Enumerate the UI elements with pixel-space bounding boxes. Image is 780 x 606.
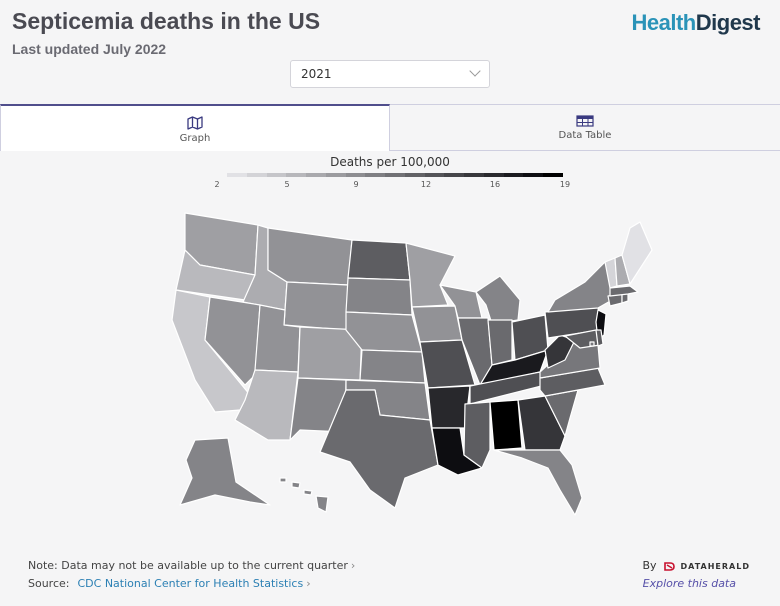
explore-data-link[interactable]: Explore this data bbox=[642, 577, 736, 590]
legend-title: Deaths per 100,000 bbox=[330, 155, 450, 169]
brand-part2: Digest bbox=[695, 10, 761, 35]
attribution: By DATAHERALD bbox=[642, 559, 750, 572]
state-MS[interactable] bbox=[463, 401, 491, 469]
state-DC[interactable] bbox=[589, 341, 595, 347]
legend-tick: 5 bbox=[284, 180, 290, 189]
legend-swatch bbox=[385, 173, 405, 177]
tab-graph[interactable]: Graph bbox=[0, 104, 390, 151]
chevron-down-icon bbox=[469, 65, 481, 77]
legend-swatch bbox=[246, 173, 267, 177]
brand-part1: Health bbox=[631, 10, 697, 35]
legend-swatch bbox=[503, 173, 524, 177]
health-digest-logo[interactable]: HealthDigest bbox=[632, 10, 761, 36]
legend-swatch bbox=[365, 173, 386, 177]
state-FL[interactable] bbox=[493, 449, 583, 516]
chevron-right-icon: › bbox=[350, 559, 356, 572]
tab-data-table[interactable]: Data Table bbox=[390, 104, 780, 151]
state-WY[interactable] bbox=[283, 281, 349, 331]
legend-swatch bbox=[483, 173, 504, 177]
legend-tick: 19 bbox=[559, 180, 571, 189]
source-label: Source: bbox=[28, 577, 70, 590]
view-tabs: Graph Data Table bbox=[0, 104, 780, 151]
legend-swatch bbox=[543, 173, 564, 177]
legend-tick: 2 bbox=[214, 180, 220, 189]
last-updated-text: Last updated July 2022 bbox=[12, 41, 167, 57]
footer-note[interactable]: Note: Data may not be available up to th… bbox=[28, 559, 355, 572]
state-DE[interactable] bbox=[595, 329, 604, 347]
state-NY[interactable] bbox=[547, 261, 616, 313]
page-title: Septicemia deaths in the US bbox=[12, 8, 321, 34]
legend-swatch bbox=[345, 173, 366, 177]
legend-tick: 16 bbox=[489, 180, 501, 189]
dataherald-logo[interactable]: DATAHERALD bbox=[680, 562, 750, 571]
legend-swatch bbox=[424, 173, 445, 177]
state-ME[interactable] bbox=[621, 221, 653, 285]
chevron-right-icon: › bbox=[306, 577, 311, 590]
legend-swatch bbox=[306, 173, 326, 177]
legend-swatch bbox=[523, 173, 544, 177]
by-label: By bbox=[642, 559, 657, 572]
state-MI[interactable] bbox=[475, 275, 521, 325]
table-icon bbox=[576, 115, 594, 127]
year-select[interactable]: 2021 bbox=[290, 60, 490, 88]
legend-swatch bbox=[266, 173, 287, 177]
legend-swatch bbox=[444, 173, 465, 177]
state-ND[interactable] bbox=[347, 239, 411, 281]
state-KS[interactable] bbox=[359, 349, 426, 384]
state-SD[interactable] bbox=[345, 277, 413, 316]
legend-swatch bbox=[286, 173, 307, 177]
legend-swatch bbox=[404, 173, 425, 177]
state-NV[interactable] bbox=[204, 296, 261, 386]
state-AK[interactable] bbox=[179, 437, 271, 506]
state-TX[interactable] bbox=[319, 389, 439, 509]
state-MT[interactable] bbox=[267, 227, 353, 286]
source-link[interactable]: CDC National Center for Health Statistic… bbox=[77, 577, 304, 590]
state-WV[interactable] bbox=[544, 334, 576, 369]
tab-data-table-label: Data Table bbox=[558, 130, 612, 141]
legend-swatch bbox=[325, 173, 346, 177]
legend-tick: 9 bbox=[353, 180, 359, 189]
legend-color-scale bbox=[227, 173, 564, 177]
state-IN[interactable] bbox=[487, 319, 513, 366]
us-choropleth-map bbox=[171, 212, 653, 516]
year-select-value: 2021 bbox=[301, 67, 332, 81]
state-GA[interactable] bbox=[517, 395, 566, 451]
legend-swatch bbox=[464, 173, 484, 177]
state-MN[interactable] bbox=[405, 242, 456, 308]
footer-source: Source: CDC National Center for Health St… bbox=[28, 577, 311, 590]
state-MA[interactable] bbox=[609, 285, 639, 297]
state-IA[interactable] bbox=[411, 305, 463, 343]
state-AL[interactable] bbox=[489, 399, 523, 451]
tab-graph-label: Graph bbox=[179, 133, 211, 144]
state-AR[interactable] bbox=[427, 385, 471, 429]
dataherald-logo-icon bbox=[664, 561, 675, 571]
footer-note-text: Note: Data may not be available up to th… bbox=[28, 559, 348, 572]
legend-tick: 12 bbox=[420, 180, 432, 189]
map-icon bbox=[187, 116, 203, 130]
state-HI[interactable] bbox=[279, 477, 329, 513]
legend-swatch bbox=[227, 173, 247, 177]
